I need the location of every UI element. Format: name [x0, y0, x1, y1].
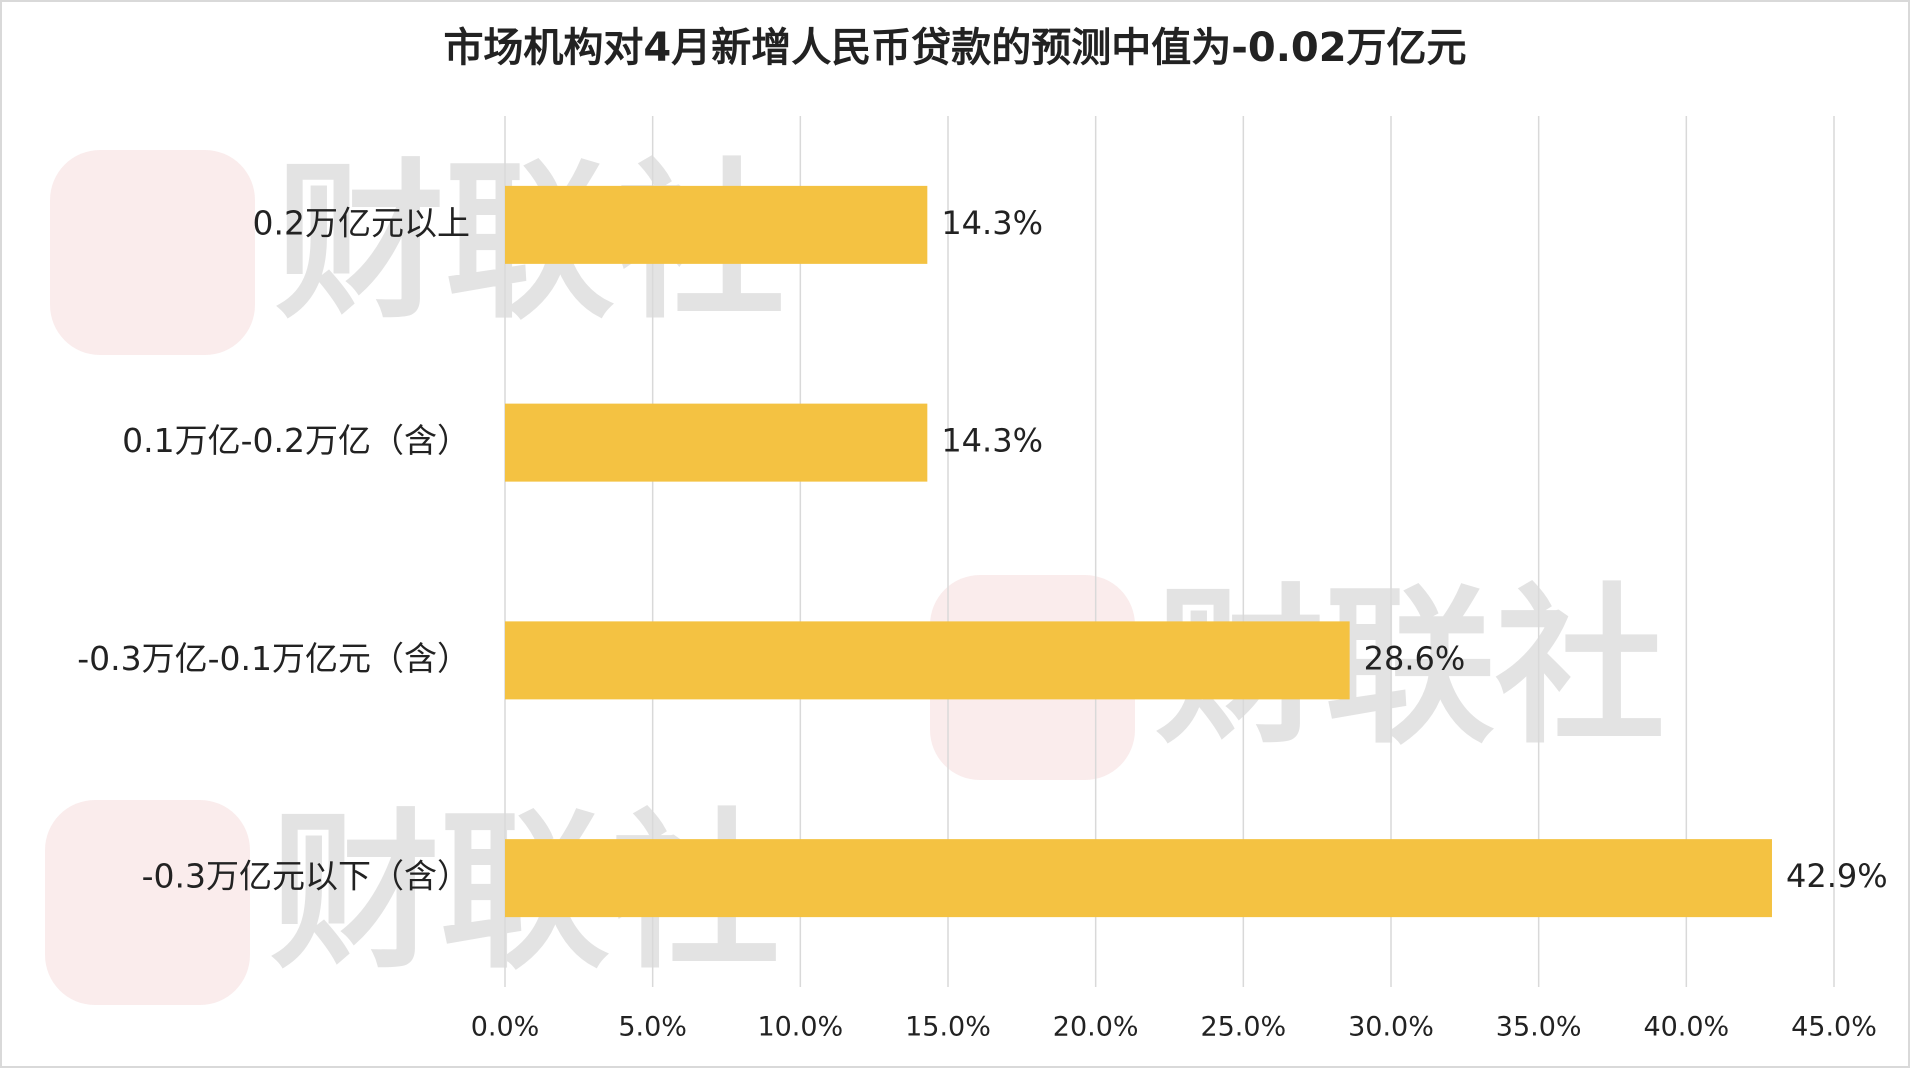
- x-tick-label: 30.0%: [1348, 1012, 1434, 1043]
- chart-title: 市场机构对4月新增人民币贷款的预测中值为-0.02万亿元: [443, 25, 1466, 71]
- watermark-logo: [45, 800, 250, 1005]
- x-tick-label: 10.0%: [757, 1012, 843, 1043]
- value-label: 14.3%: [941, 204, 1043, 242]
- value-label: 14.3%: [941, 422, 1043, 460]
- y-tick-label: 0.2万亿元以上: [253, 203, 470, 242]
- bar: [505, 621, 1350, 700]
- x-tick-label: 15.0%: [905, 1012, 991, 1043]
- x-tick-label: 20.0%: [1053, 1012, 1139, 1043]
- y-tick-label: -0.3万亿元以下（含）: [142, 857, 470, 896]
- y-tick-label: -0.3万亿-0.1万亿元（含）: [77, 639, 470, 678]
- watermark-logo: [50, 150, 255, 355]
- x-tick-label: 45.0%: [1791, 1012, 1877, 1043]
- x-tick-label: 0.0%: [471, 1012, 540, 1043]
- value-label: 42.9%: [1786, 857, 1888, 895]
- bar: [505, 185, 928, 264]
- bar: [505, 403, 928, 482]
- x-tick-label: 40.0%: [1643, 1012, 1729, 1043]
- x-tick-label: 5.0%: [618, 1012, 687, 1043]
- y-tick-label: 0.1万亿-0.2万亿（含）: [122, 421, 470, 460]
- x-tick-label: 35.0%: [1496, 1012, 1582, 1043]
- bar: [505, 839, 1772, 918]
- value-label: 28.6%: [1364, 639, 1466, 677]
- x-tick-label: 25.0%: [1200, 1012, 1286, 1043]
